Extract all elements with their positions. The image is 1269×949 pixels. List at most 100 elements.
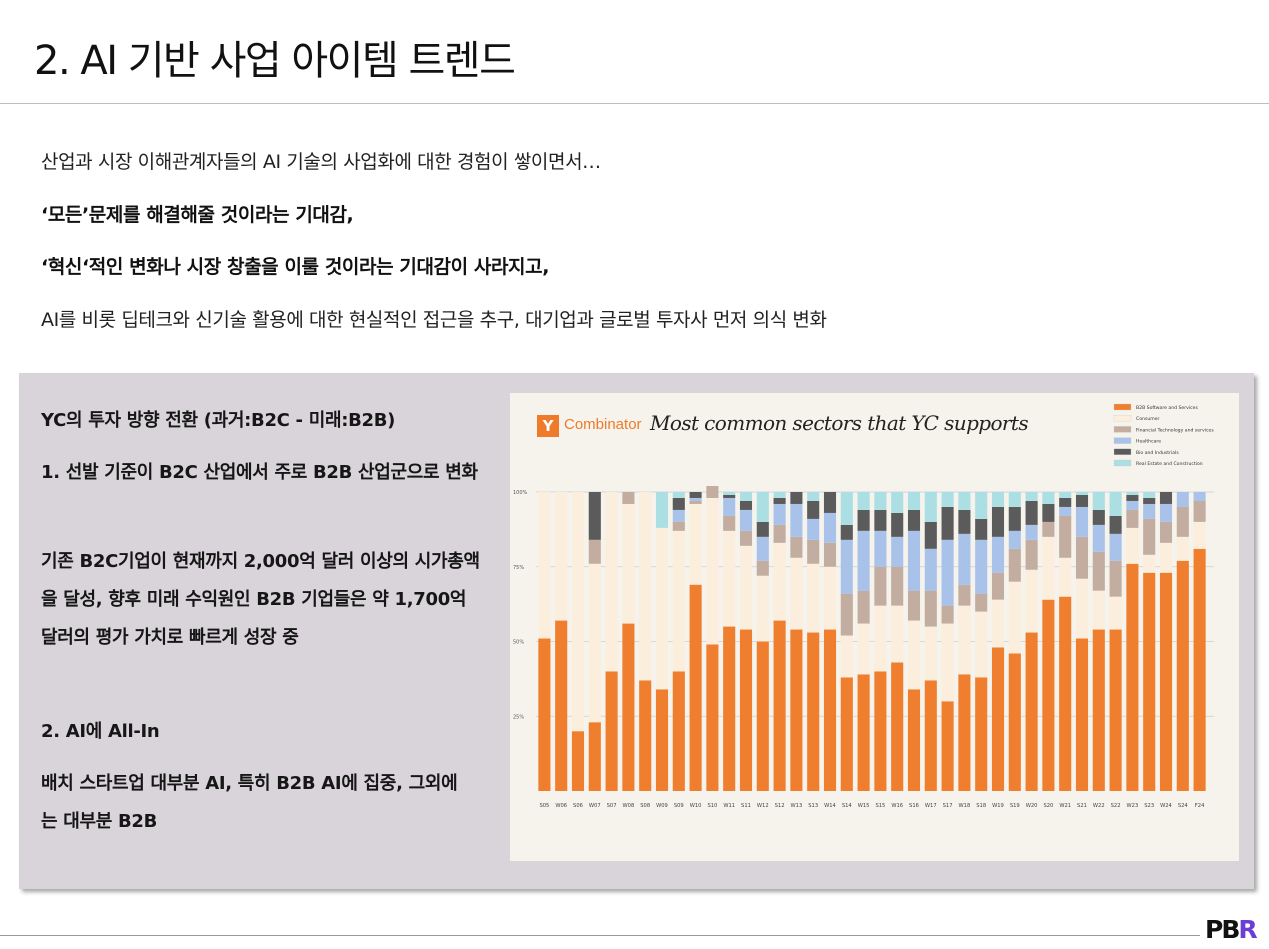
- bar-segment: [991, 599, 1005, 648]
- bar-segment: [924, 548, 937, 591]
- bar-segment: [1109, 515, 1122, 534]
- x-tick-label: S08: [640, 803, 650, 809]
- y-tick-label: 100%: [513, 490, 528, 496]
- bar-segment: [991, 572, 1005, 600]
- bar-segment: [958, 605, 971, 675]
- bar-segment: [739, 629, 753, 791]
- bar-segment: [538, 638, 551, 791]
- bar-segment: [723, 497, 736, 516]
- bar-segment: [689, 503, 702, 585]
- bar-segment: [773, 524, 786, 543]
- bar-segment: [1159, 492, 1173, 504]
- x-tick-label: S06: [573, 803, 583, 809]
- bar-segment: [823, 492, 837, 513]
- x-tick-label: W08: [623, 803, 635, 809]
- x-tick-label: S24: [1178, 803, 1189, 809]
- bar-segment: [1042, 492, 1055, 504]
- bar-segment: [991, 536, 1005, 573]
- bar-segment: [975, 611, 988, 678]
- bar-segment: [739, 509, 753, 531]
- chart-title: Most common sectors that YC supports: [650, 411, 1029, 435]
- bar-segment: [1059, 515, 1072, 558]
- point2-title: 2. AI에 All-In: [41, 721, 160, 742]
- bar-segment: [1008, 506, 1021, 531]
- bar-segment: [1092, 629, 1105, 791]
- bar-segment: [1109, 533, 1122, 561]
- bar-segment: [1042, 503, 1055, 522]
- x-tick-label: S09: [674, 803, 684, 809]
- bar-segment: [874, 530, 887, 567]
- bar-segment: [840, 492, 853, 525]
- x-tick-label: S05: [539, 803, 549, 809]
- bar-segment: [588, 539, 601, 564]
- bar-segment: [672, 521, 685, 531]
- point1-body: 기존 B2C기업이 현재까지 2,000억 달러 이상의 시가총액을 달성, 향…: [41, 551, 480, 648]
- x-tick-label: S22: [1111, 803, 1121, 809]
- x-tick-label: S20: [1043, 803, 1053, 809]
- legend-swatch: [1113, 448, 1132, 455]
- bar-segment: [739, 545, 753, 630]
- bar-segment: [924, 680, 937, 791]
- bar-segment: [907, 590, 921, 621]
- bar-segment: [874, 671, 887, 791]
- bar-segment: [706, 644, 719, 791]
- x-tick-label: S19: [1010, 803, 1020, 809]
- bar-segment: [840, 677, 853, 791]
- bar-segment: [1143, 503, 1156, 519]
- bar-segment: [739, 500, 753, 510]
- bar-segment: [756, 521, 769, 537]
- bar-segment: [1126, 494, 1139, 501]
- bar-segment: [773, 620, 786, 791]
- x-tick-label: W09: [656, 803, 668, 809]
- bar-segment: [840, 539, 853, 594]
- bar-segment: [857, 509, 870, 531]
- x-tick-label: W10: [690, 803, 702, 809]
- footer-divider: [0, 935, 1200, 936]
- chart-svg: 100% 75% 50% 25% S05 W06 S06 W07 S07 W08 S08 W09 S09…: [513, 403, 1214, 809]
- x-tick-label: W06: [555, 803, 567, 809]
- bar-segment: [823, 512, 837, 543]
- bar-segment: [924, 521, 937, 549]
- bar-segment: [1126, 527, 1139, 564]
- bar-segment: [1059, 596, 1072, 791]
- x-tick-label: W19: [992, 803, 1004, 809]
- bar-segment: [639, 492, 652, 681]
- bar-segment: [941, 701, 954, 791]
- bar-segment: [823, 566, 837, 630]
- bar-segment: [1059, 506, 1072, 516]
- bar-segment: [723, 492, 736, 495]
- bar-segment: [655, 527, 669, 690]
- x-tick-label: S16: [909, 803, 919, 809]
- x-tick-label: S07: [607, 803, 617, 809]
- x-tick-label: W11: [723, 803, 735, 809]
- bar-segment: [958, 584, 971, 606]
- bar-segment: [1075, 492, 1089, 495]
- bar-segment: [1008, 530, 1021, 549]
- bar-segment: [706, 486, 719, 498]
- intro-line-1: 산업과 시장 이해관계자들의 AI 기술의 사업화에 대한 경험이 쌓이면서…: [41, 151, 601, 173]
- bar-segment: [1008, 581, 1021, 654]
- bar-segment: [1143, 554, 1156, 573]
- bar-segment: [672, 509, 685, 522]
- bar-segment: [907, 530, 921, 591]
- bar-segment: [1109, 629, 1122, 791]
- bar-segment: [689, 584, 702, 791]
- bar-segment: [1126, 509, 1139, 528]
- x-tick-label: S18: [976, 803, 986, 809]
- bar-segment: [907, 492, 921, 510]
- bar-segment: [773, 503, 786, 525]
- bar-segment: [1075, 506, 1089, 537]
- bar-segment: [958, 492, 971, 510]
- bar-segment: [706, 497, 719, 645]
- legend-label: B2B Software and Services: [1136, 405, 1198, 411]
- bar-segment: [1008, 492, 1021, 507]
- legend-swatch: [1113, 415, 1132, 422]
- bar-segment: [1126, 500, 1139, 510]
- bar-segment: [941, 623, 954, 702]
- bar-segment: [1109, 492, 1122, 516]
- page-title: 2. AI 기반 사업 아이템 트렌드: [34, 38, 516, 84]
- bar-segment: [807, 539, 820, 564]
- bar-segment: [790, 492, 803, 504]
- yc-logo-icon: Y: [537, 415, 559, 437]
- legend-label: Financial Technology and services: [1136, 427, 1214, 433]
